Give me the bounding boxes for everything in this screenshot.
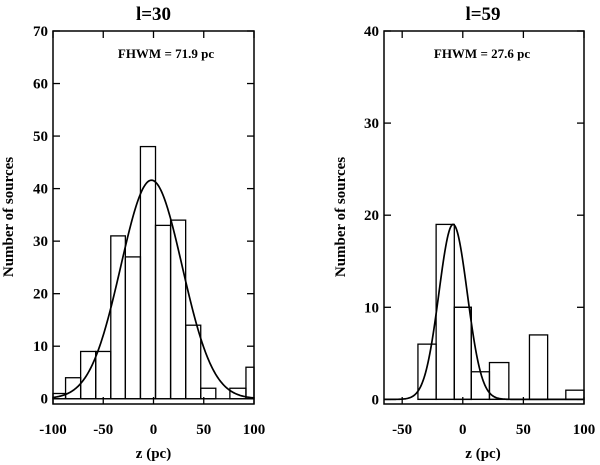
histogram-bar <box>154 224 172 400</box>
x-tick-label: -50 <box>93 422 113 438</box>
fwhm-annotation: FHWM = 71.9 pc <box>118 46 214 61</box>
x-axis-label: z (pc) <box>136 446 171 462</box>
y-tick-label: 40 <box>364 24 379 40</box>
y-tick-label: 30 <box>364 116 379 132</box>
plot-frame <box>52 30 255 405</box>
x-tick-label: -50 <box>392 422 412 438</box>
y-tick-label: 60 <box>33 77 48 93</box>
gaussian-fit-curve <box>52 179 255 399</box>
y-tick-label: 20 <box>33 287 48 303</box>
fwhm-annotation: FHWM = 27.6 pc <box>434 46 530 61</box>
chart-title: l=59 <box>465 4 500 25</box>
histogram-bar <box>79 350 97 400</box>
x-axis-label: z (pc) <box>465 446 500 462</box>
plot-frame <box>383 30 585 405</box>
x-tick-label: 100 <box>573 422 596 438</box>
y-axis-label: Number of sources <box>1 157 17 277</box>
histogram-bar <box>200 387 217 400</box>
y-tick-label: 20 <box>364 208 379 224</box>
y-tick-label: 70 <box>33 24 48 40</box>
histogram-bar <box>185 324 202 400</box>
histogram-bar <box>245 366 255 400</box>
histogram-bar <box>528 334 549 401</box>
y-axis-label: Number of sources <box>333 157 349 277</box>
y-tick-label: 50 <box>33 129 48 145</box>
gaussian-fit-curve <box>384 223 584 401</box>
y-tick-label: 30 <box>33 234 48 250</box>
x-tick-label: 0 <box>459 422 467 438</box>
histogram-bar <box>470 371 491 401</box>
chart-title: l=30 <box>136 4 171 25</box>
y-tick-label: 0 <box>41 392 49 408</box>
histogram-panel-l59: l=59 FHWM = 27.6 pc z (pc) Number of sou… <box>333 4 595 462</box>
histogram-bar <box>565 389 585 401</box>
x-tick-label: 50 <box>516 422 531 438</box>
histogram-bar <box>417 343 437 401</box>
histogram-panel-l30: l=30 FHWM = 71.9 pc z (pc) Number of sou… <box>1 4 265 462</box>
x-tick-label: -100 <box>39 422 67 438</box>
x-tick-label: 0 <box>150 422 158 438</box>
y-tick-label: 10 <box>33 339 48 355</box>
histogram-bar <box>453 306 472 401</box>
histogram-bar <box>488 361 510 401</box>
histogram-bar <box>110 235 127 400</box>
histogram-bar <box>95 350 112 400</box>
histogram-bar <box>139 145 157 400</box>
histogram-bar <box>124 256 142 400</box>
y-tick-label: 10 <box>364 300 379 316</box>
histogram-bar <box>64 377 82 400</box>
histogram-bar <box>453 306 472 401</box>
x-tick-label: 100 <box>243 422 266 438</box>
x-tick-label: 50 <box>196 422 211 438</box>
y-tick-label: 0 <box>372 392 380 408</box>
y-tick-label: 40 <box>33 182 48 198</box>
